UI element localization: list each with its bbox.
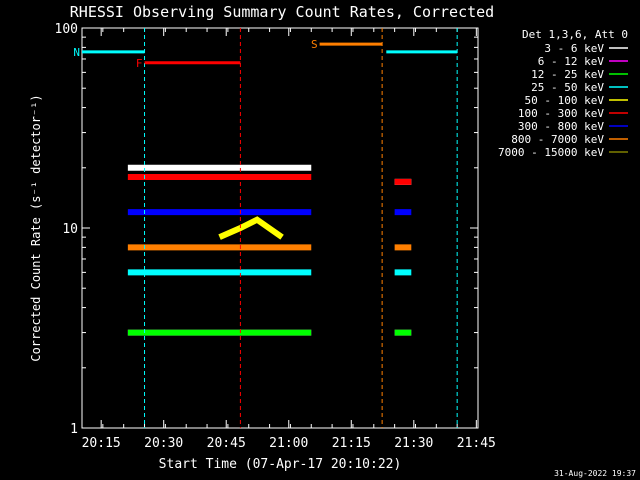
legend-label: 6 - 12 keV bbox=[538, 55, 605, 68]
x-tick-label: 21:45 bbox=[457, 436, 496, 451]
x-axis-label: Start Time (07-Apr-17 20:10:22) bbox=[159, 457, 402, 472]
legend-label: 800 - 7000 keV bbox=[511, 133, 604, 146]
legend-label: 100 - 300 keV bbox=[518, 107, 604, 120]
series-50-100-kev bbox=[218, 216, 284, 240]
series-100-300-kev bbox=[127, 173, 412, 185]
y-axis-label: Corrected Count Rate (s⁻¹ detector⁻¹) bbox=[29, 94, 43, 361]
legend-label: 7000 - 15000 keV bbox=[498, 146, 604, 159]
chart-title: RHESSI Observing Summary Count Rates, Co… bbox=[70, 3, 494, 21]
y-tick-label: 10 bbox=[62, 222, 78, 237]
legend-label: 25 - 50 keV bbox=[531, 81, 604, 94]
y-tick-label: 1 bbox=[70, 422, 78, 437]
legend-label: 12 - 25 keV bbox=[531, 68, 604, 81]
x-tick-label: 20:15 bbox=[82, 436, 121, 451]
legend-label: 50 - 100 keV bbox=[525, 94, 605, 107]
timestamp: 31-Aug-2022 19:37 bbox=[554, 469, 636, 478]
x-tick-label: 20:30 bbox=[144, 436, 183, 451]
annotation-label: S bbox=[311, 38, 318, 51]
series-line bbox=[218, 216, 284, 240]
x-tick-label: 20:45 bbox=[207, 436, 246, 451]
legend-label: 300 - 800 keV bbox=[518, 120, 604, 133]
legend-header: Det 1,3,6, Att 0 bbox=[522, 28, 628, 41]
x-tick-label: 21:30 bbox=[394, 436, 433, 451]
annotation-label: F bbox=[136, 57, 143, 70]
annotation-label: N bbox=[73, 46, 80, 59]
x-tick-label: 21:00 bbox=[269, 436, 308, 451]
y-tick-label: 100 bbox=[55, 22, 78, 37]
x-tick-label: 21:15 bbox=[332, 436, 371, 451]
plot-frame bbox=[81, 27, 479, 429]
legend-label: 3 - 6 keV bbox=[544, 42, 604, 55]
